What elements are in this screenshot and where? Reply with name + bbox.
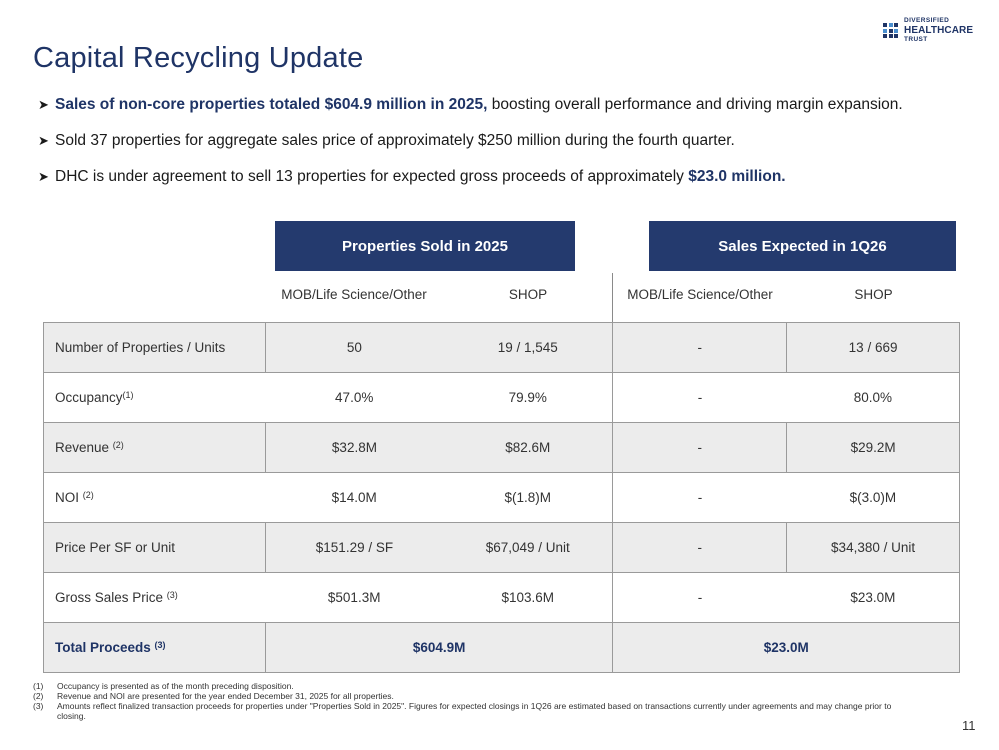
table-cell: - <box>612 322 787 373</box>
arrow-bullet-icon: ➤ <box>38 133 49 148</box>
table-cell: $82.6M <box>443 422 613 473</box>
table-cell: $29.2M <box>786 422 960 473</box>
logo-mark-icon <box>883 23 898 38</box>
row-label: Occupancy(1) <box>43 372 266 423</box>
company-logo: DIVERSIFIED HEALTHCARE TRUST <box>883 17 974 43</box>
table-row: Gross Sales Price (3) $501.3M $103.6M - … <box>43 572 960 623</box>
table-cell: - <box>612 522 787 573</box>
table-cell: - <box>612 372 787 423</box>
table-cell: $103.6M <box>443 572 613 623</box>
table-cell: 13 / 669 <box>786 322 960 373</box>
bullet-item: ➤ DHC is under agreement to sell 13 prop… <box>38 168 786 185</box>
table-cell: - <box>612 422 787 473</box>
table-row: Price Per SF or Unit $151.29 / SF $67,04… <box>43 522 960 573</box>
table-cell: $151.29 / SF <box>264 522 444 573</box>
arrow-bullet-icon: ➤ <box>38 169 49 184</box>
column-header: SHOP <box>508 287 548 302</box>
table-cell: $(3.0)M <box>786 472 960 523</box>
arrow-bullet-icon: ➤ <box>38 97 49 112</box>
sales-table: Number of Properties / Units 50 19 / 1,5… <box>43 322 960 673</box>
row-label: NOI (2) <box>43 472 266 523</box>
total-sold-cell: $604.9M <box>264 622 613 673</box>
group-header-expected: Sales Expected in 1Q26 <box>649 221 956 271</box>
total-expected-cell: $23.0M <box>612 622 960 673</box>
table-cell: $23.0M <box>786 572 960 623</box>
row-label: Total Proceeds (3) <box>43 622 266 673</box>
table-row: Occupancy(1) 47.0% 79.9% - 80.0% <box>43 372 960 423</box>
table-cell: $32.8M <box>264 422 444 473</box>
table-row: NOI (2) $14.0M $(1.8)M - $(3.0)M <box>43 472 960 523</box>
page-title: Capital Recycling Update <box>33 42 364 74</box>
table-row: Number of Properties / Units 50 19 / 1,5… <box>43 322 960 373</box>
table-cell: $501.3M <box>265 572 444 623</box>
table-cell: - <box>612 472 787 523</box>
column-header: MOB/Life Science/Other <box>627 287 773 302</box>
bullet-item: ➤ Sales of non-core properties totaled $… <box>38 96 903 113</box>
table-cell: $67,049 / Unit <box>443 522 613 573</box>
table-cell: $34,380 / Unit <box>786 522 960 573</box>
logo-line-1: DIVERSIFIED <box>904 17 950 24</box>
table-cell: 79.9% <box>443 372 613 423</box>
bullet-item: ➤ Sold 37 properties for aggregate sales… <box>38 132 735 149</box>
footnote: (1) Occupancy is presented as of the mont… <box>33 681 294 691</box>
row-label: Number of Properties / Units <box>43 322 266 373</box>
logo-line-3: TRUST <box>904 35 928 43</box>
table-cell: - <box>612 572 787 623</box>
table-row: Revenue (2) $32.8M $82.6M - $29.2M <box>43 422 960 473</box>
table-cell: 80.0% <box>786 372 960 423</box>
footnotes: (1) Occupancy is presented as of the mont… <box>33 681 913 721</box>
group-header-sold: Properties Sold in 2025 <box>275 221 575 271</box>
row-label: Revenue (2) <box>43 422 266 473</box>
table-cell: $14.0M <box>265 472 444 523</box>
logo-line-2: HEALTHCARE <box>904 24 974 36</box>
footnote: (3) Amounts reflect finalized transaction… <box>33 701 892 721</box>
bullet-list: ➤ Sales of non-core properties totaled $… <box>38 95 938 187</box>
column-header: SHOP <box>854 287 893 302</box>
page-number: 11 <box>962 718 976 733</box>
row-label: Price Per SF or Unit <box>43 522 266 573</box>
total-row: Total Proceeds (3) $604.9M $23.0M <box>43 622 960 673</box>
table-cell: 19 / 1,545 <box>443 322 613 373</box>
table-cell: 50 <box>264 322 444 373</box>
table-cell: 47.0% <box>265 372 444 423</box>
column-header: MOB/Life Science/Other <box>281 287 427 302</box>
row-label: Gross Sales Price (3) <box>43 572 266 623</box>
table-cell: $(1.8)M <box>443 472 613 523</box>
footnote: (2) Revenue and NOI are presented for the… <box>33 691 394 701</box>
